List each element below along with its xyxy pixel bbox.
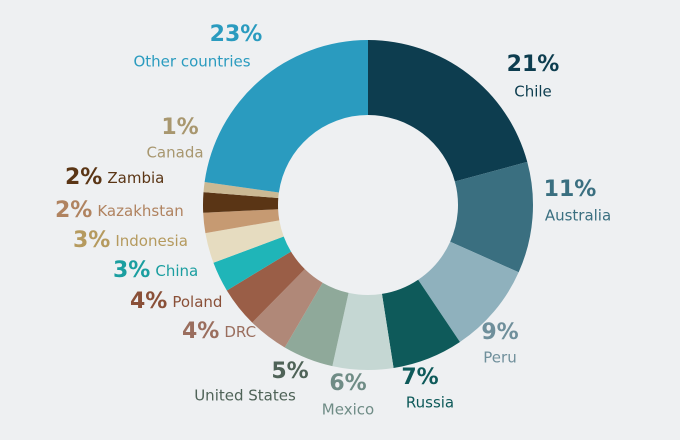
value-label: 3% [73,228,110,253]
label: 4% DRC [182,319,256,344]
value-label: 4% [182,319,219,344]
category-label: Australia [545,207,611,225]
slice [205,220,284,263]
category-label: United States [194,387,296,405]
slice [202,192,279,213]
value-label: 23% [210,22,263,47]
slice-label: 3% China [113,258,198,283]
slice [450,161,533,273]
slice [332,292,394,370]
category-label: Mexico [322,401,374,419]
category-label: Chile [514,83,552,101]
value-label: 5% [271,359,308,384]
slice-label: 6% Mexico [322,371,374,419]
slice [226,251,305,323]
value-label: 21% [507,52,560,77]
slice [381,279,460,369]
value-label: 7% [401,365,438,390]
category-label: Indonesia [115,232,188,250]
value-label: 9% [481,320,518,345]
slice-label: 3% Indonesia [73,228,188,253]
value-label: 2% [65,165,102,190]
value-label: 1% [161,115,198,140]
category-label: Zambia [107,169,164,187]
slice [203,181,279,199]
slice-label: 23% Other countries [133,22,262,71]
slice-label: 21% Chile [507,52,560,101]
category-label: DRC [224,323,256,341]
label: 2% Kazakhstan [55,198,184,223]
category-label: Russia [406,394,454,412]
category-label: China [155,262,198,280]
category-label: Other countries [133,53,250,71]
value-label: 3% [113,258,150,283]
slice [204,40,368,193]
label: 3% Indonesia [73,228,188,253]
slice-label: 7% Russia [401,365,454,412]
slice [418,241,519,343]
slice-label: 2% Zambia [65,165,164,190]
slice [213,236,292,291]
category-label: Peru [483,349,516,367]
slice-label: 2% Kazakhstan [55,198,184,223]
label: 3% China [113,258,198,283]
slice [252,269,323,348]
slice [203,209,280,234]
value-label: 6% [329,371,366,396]
slice-label: 11% Australia [544,177,612,225]
category-label: Kazakhstan [97,202,183,220]
slice-label: 1% Canada [146,115,203,162]
value-label: 4% [130,289,167,314]
slice-label: 4% DRC [182,319,256,344]
slice-label: 5% United States [194,359,308,405]
value-label: 2% [55,198,92,223]
label: 4% Poland [130,289,222,314]
slice [368,40,528,182]
category-label: Poland [172,293,222,311]
slice-label: 9% Peru [481,320,518,367]
value-label: 11% [544,177,597,202]
slice [284,282,349,367]
category-label: Canada [146,144,203,162]
slice-label: 4% Poland [130,289,222,314]
label: 2% Zambia [65,165,164,190]
